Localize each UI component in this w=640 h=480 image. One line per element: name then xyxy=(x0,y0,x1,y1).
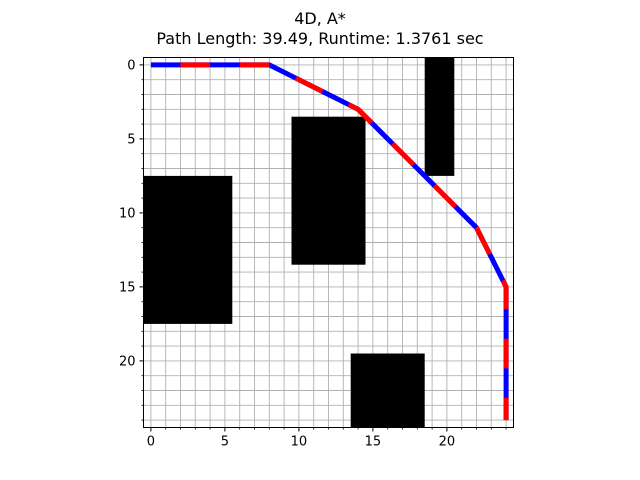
x-tick-label: 0 xyxy=(147,435,155,450)
x-tick-label: 20 xyxy=(439,435,456,450)
path-layer xyxy=(150,62,509,421)
y-tick-label: 20 xyxy=(119,354,136,369)
y-tick-label: 5 xyxy=(127,132,135,147)
y-tick-label: 0 xyxy=(127,58,135,73)
obstacle-block xyxy=(424,57,455,176)
x-tick-label: 5 xyxy=(221,435,229,450)
chart-subtitle: Path Length: 39.49, Runtime: 1.3761 sec xyxy=(156,29,483,48)
y-tick-label: 15 xyxy=(119,280,136,295)
grid-layer xyxy=(143,57,514,428)
y-tick-label: 10 xyxy=(119,206,136,221)
chart-title: 4D, A* xyxy=(294,9,346,28)
path-line-red xyxy=(150,62,509,421)
obstacle-block xyxy=(143,175,233,324)
plot-area: 0 5 10 15 20 0 5 10 15 20 xyxy=(119,57,514,450)
x-tick-label: 10 xyxy=(291,435,308,450)
x-tick-label: 15 xyxy=(365,435,382,450)
tick-layer: 0 5 10 15 20 0 5 10 15 20 xyxy=(119,58,507,450)
obstacle-block xyxy=(291,116,366,265)
obstacle-block xyxy=(350,353,425,428)
obstacle-layer xyxy=(143,57,455,428)
